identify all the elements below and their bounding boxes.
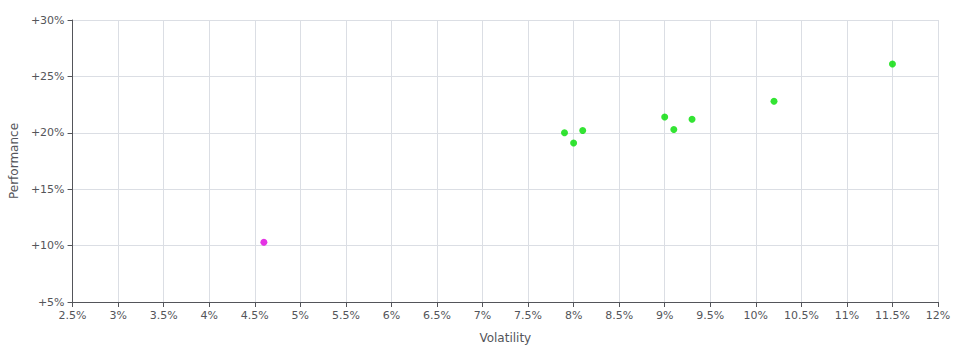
svg-text:5.5%: 5.5% [332,309,360,322]
svg-text:3.5%: 3.5% [150,309,178,322]
svg-text:6%: 6% [383,309,400,322]
svg-text:+25%: +25% [31,70,65,83]
svg-text:9.5%: 9.5% [696,309,724,322]
svg-text:7.5%: 7.5% [514,309,542,322]
svg-text:11%: 11% [835,309,859,322]
svg-text:4%: 4% [200,309,217,322]
svg-text:+20%: +20% [31,126,65,139]
svg-text:+10%: +10% [31,239,65,252]
svg-text:+15%: +15% [31,183,65,196]
svg-text:11.5%: 11.5% [875,309,910,322]
svg-text:5%: 5% [292,309,309,322]
svg-text:+5%: +5% [38,296,65,309]
svg-text:6.5%: 6.5% [423,309,451,322]
svg-text:+30%: +30% [31,14,65,27]
svg-text:9%: 9% [656,309,673,322]
svg-text:8.5%: 8.5% [605,309,633,322]
svg-text:8%: 8% [565,309,582,322]
svg-text:3%: 3% [109,309,126,322]
svg-text:12%: 12% [926,309,950,322]
svg-text:7%: 7% [474,309,491,322]
svg-text:10.5%: 10.5% [784,309,819,322]
svg-text:2.5%: 2.5% [59,309,87,322]
svg-text:Volatility: Volatility [479,331,531,345]
svg-text:4.5%: 4.5% [241,309,269,322]
svg-text:10%: 10% [744,309,768,322]
svg-text:Performance: Performance [7,123,21,199]
